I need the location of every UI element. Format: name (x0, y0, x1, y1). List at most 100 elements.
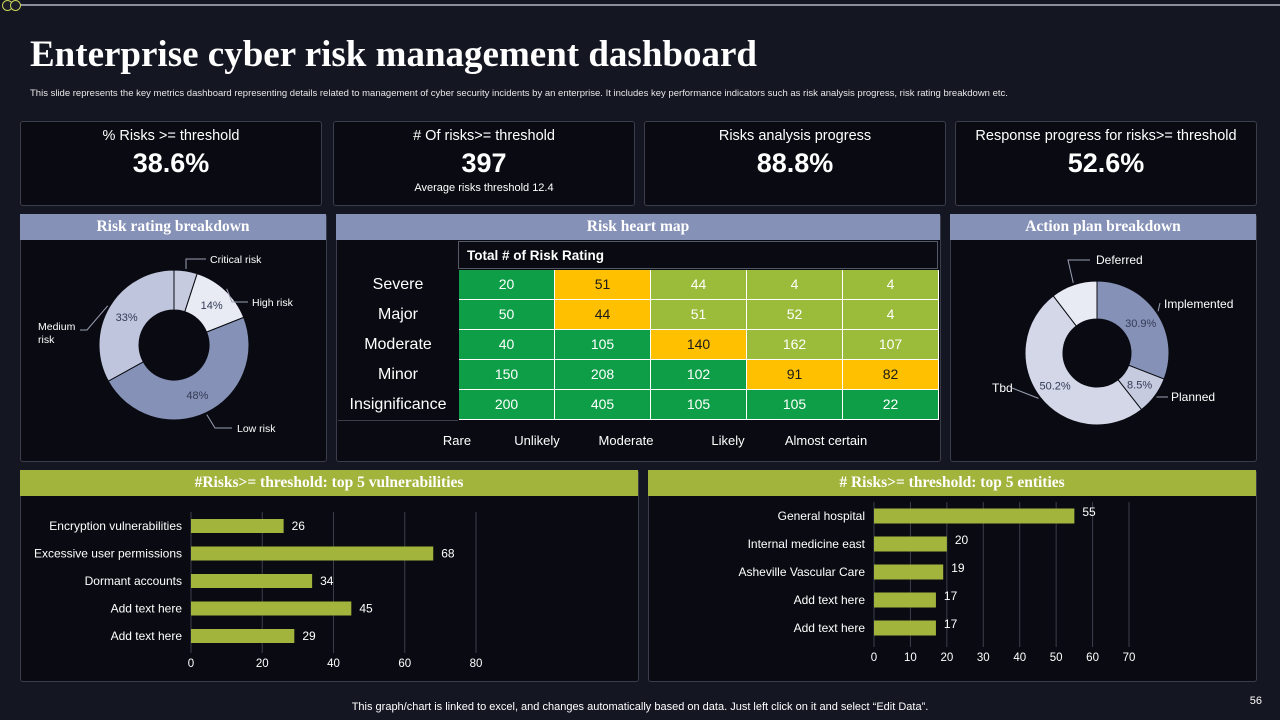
heat-map-cell: 405 (555, 390, 651, 420)
heat-map-column-title: Total # of Risk Rating (458, 241, 938, 269)
donut-value-label: 48% (186, 390, 208, 402)
kpi-card-risks-count: # Of risks>= threshold 397 Average risks… (333, 121, 635, 206)
y-category-label: Add text here (794, 621, 866, 635)
bar (874, 508, 1075, 524)
donut-slice (1052, 280, 1098, 327)
x-tick-label: 20 (940, 652, 953, 664)
y-category-label: Dormant accounts (85, 574, 182, 588)
risk-rating-donut-chart: Critical risk 14% High risk 48% Low risk 33% M… (38, 254, 294, 435)
heat-map-cell: 105 (747, 390, 843, 420)
bar-value-label: 34 (320, 574, 334, 588)
y-category-label: General hospital (778, 509, 865, 523)
kpi-value: 397 (461, 148, 507, 178)
donut-category-label: Implemented (1164, 297, 1233, 311)
bar (191, 629, 295, 643)
bar (191, 519, 284, 533)
heat-map-column-label: Rare (442, 433, 472, 448)
y-category-label: Internal medicine east (748, 537, 866, 551)
heat-map-cell: 82 (843, 360, 939, 390)
entities-header: # Risks>= threshold: top 5 entities (648, 470, 1256, 496)
leader-line (185, 258, 206, 269)
x-tick-label: 30 (977, 652, 990, 664)
y-category-label: Add text here (111, 602, 183, 616)
kpi-label: % Risks >= threshold (102, 128, 240, 144)
donut-slice (1096, 280, 1170, 380)
donut-category-label: Deferred (1096, 253, 1143, 267)
leader-line (80, 305, 109, 331)
donut-category-label: Tbd (992, 381, 1013, 395)
decor-dot-icon (10, 0, 21, 11)
heat-map-cell: 51 (555, 270, 651, 300)
bar (191, 574, 313, 588)
top-rule (14, 4, 1280, 6)
heat-map-cell: 20 (459, 270, 555, 300)
donut-slice (107, 316, 250, 421)
vulnerabilities-header: #Risks>= threshold: top 5 vulnerabilitie… (20, 470, 638, 496)
kpi-note: Average risks threshold 12.4 (414, 182, 554, 194)
bar (874, 536, 947, 552)
heat-map-cell: 4 (747, 270, 843, 300)
bar-value-label: 45 (359, 602, 373, 616)
donut-slice (1024, 295, 1143, 426)
x-tick-label: 50 (1050, 652, 1063, 664)
x-tick-label: 60 (398, 658, 411, 670)
heat-map-row-label: Moderate (338, 330, 458, 361)
kpi-card-risks-percent: % Risks >= threshold 38.6% (20, 121, 322, 206)
donut-category-label: risk (38, 334, 55, 346)
x-tick-label: 40 (1013, 652, 1026, 664)
kpi-card-analysis-progress: Risks analysis progress 88.8% (644, 121, 946, 206)
kpi-label: Risks analysis progress (718, 128, 872, 144)
y-category-label: Add text here (794, 593, 866, 607)
donut-value-label: 14% (201, 300, 223, 312)
action-plan-header: Action plan breakdown (950, 214, 1256, 240)
heat-map-cell: 102 (651, 360, 747, 390)
bar-value-label: 68 (441, 547, 455, 561)
kpi-value: 52.6% (1067, 148, 1145, 178)
heat-map-cell: 105 (555, 330, 651, 360)
donut-category-label: Medium (38, 321, 76, 333)
kpi-value: 38.6% (132, 148, 210, 178)
leader-line (1067, 259, 1090, 284)
heat-map-cell: 51 (651, 300, 747, 330)
kpi-value: 88.8% (756, 148, 834, 178)
x-tick-label: 0 (871, 652, 877, 664)
bar-value-label: 55 (1082, 505, 1096, 519)
leader-line (226, 288, 248, 303)
entities-bar-chart: 0 10 20 30 40 50 60 70 General hospital 55 Interna… (739, 502, 1136, 664)
heat-map-cell: 44 (555, 300, 651, 330)
leader-line (1157, 302, 1161, 312)
kpi-label: # Of risks>= threshold (413, 128, 555, 144)
x-tick-label: 0 (188, 658, 194, 670)
heat-map-cell: 50 (459, 300, 555, 330)
entities-panel (648, 470, 1257, 682)
heat-map-cell: 105 (651, 390, 747, 420)
leader-line (206, 414, 232, 429)
page-subtitle: This slide represents the key metrics da… (30, 88, 1008, 99)
heat-map-cell: 200 (459, 390, 555, 420)
action-plan-donut-chart: 30.9% Implemented 8.5% Planned 50.2% Tbd Defer… (992, 253, 1233, 426)
bar-value-label: 17 (944, 617, 958, 631)
x-tick-label: 70 (1123, 652, 1136, 664)
vulnerabilities-bar-chart: 0 20 40 60 80 Encryption vulnerabilities 26 Exc… (34, 512, 482, 670)
bar-value-label: 17 (944, 589, 958, 603)
heat-map-cell: 4 (843, 270, 939, 300)
bar-value-label: 20 (955, 533, 969, 547)
heat-map-column-label: Moderate (598, 433, 654, 448)
x-tick-label: 10 (904, 652, 917, 664)
donut-value-label: 50.2% (1040, 380, 1071, 392)
x-tick-label: 20 (256, 658, 269, 670)
heat-map-cell: 22 (843, 390, 939, 420)
heat-map-column-label: Unlikely (514, 433, 560, 448)
heat-map-column-label: Likely (711, 433, 745, 448)
heat-map-row-label: Minor (338, 360, 458, 391)
kpi-card-response-progress: Response progress for risks>= threshold … (955, 121, 1257, 206)
heat-map-header: Risk heart map (336, 214, 940, 240)
heat-map-cell: 162 (747, 330, 843, 360)
bar (191, 546, 434, 561)
y-category-label: Encryption vulnerabilities (49, 519, 182, 533)
bar-value-label: 26 (292, 519, 306, 533)
x-tick-label: 40 (327, 658, 340, 670)
y-category-label: Asheville Vascular Care (739, 565, 866, 579)
bar (874, 592, 936, 608)
heat-map-cell: 107 (843, 330, 939, 360)
